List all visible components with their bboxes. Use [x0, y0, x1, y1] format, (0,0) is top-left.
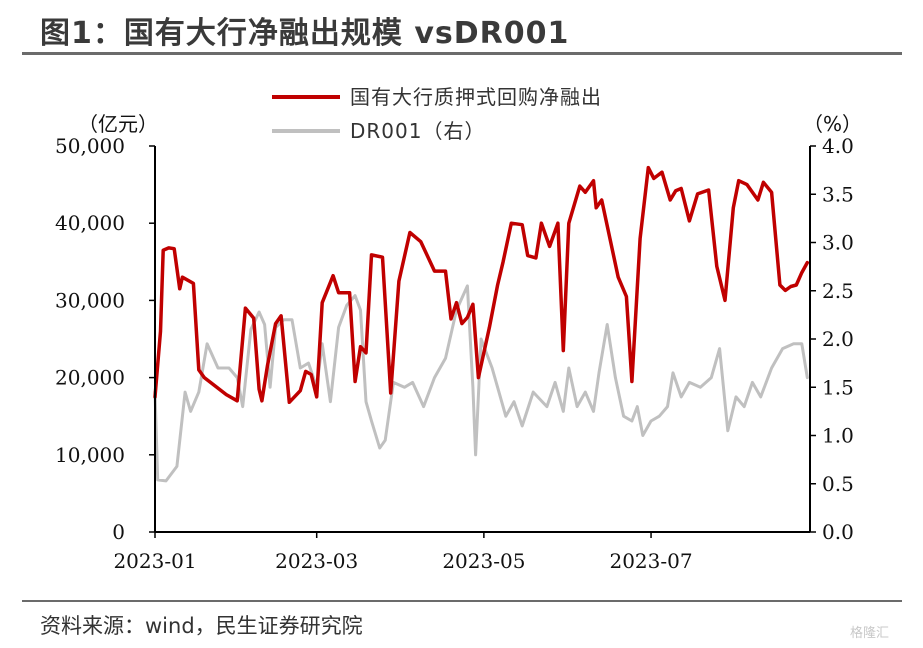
y-right-tick-label: 0.0 [822, 520, 854, 544]
x-tick-label: 2023-03 [275, 549, 358, 573]
source-divider [22, 600, 902, 602]
y-left-tick-label: 20,000 [55, 366, 125, 390]
y-right-tick-label: 2.5 [822, 279, 854, 303]
x-tick-label: 2023-07 [609, 549, 692, 573]
right-unit-label: （%） [803, 112, 862, 136]
watermark: 格隆汇 [850, 626, 890, 641]
x-tick-label: 2023-01 [113, 549, 196, 573]
series-line-net-lending [153, 165, 810, 405]
y-left-tick-label: 40,000 [55, 211, 125, 235]
y-right-tick-label: 4.0 [822, 134, 854, 158]
y-left-tick-label: 50,000 [55, 134, 125, 158]
y-right-tick-label: 1.0 [822, 424, 854, 448]
y-right-tick-label: 2.0 [822, 327, 854, 351]
y-right-tick-label: 3.0 [822, 231, 854, 255]
y-left-tick-label: 10,000 [55, 443, 125, 467]
source-note: 资料来源：wind，民生证券研究院 [40, 614, 363, 638]
y-left-tick-label: 0 [112, 520, 125, 544]
axes: 0 10,000 20,000 30,000 40,000 50,000 0.0 0.5 1.0… [55, 112, 862, 573]
legend-label: DR001（右） [350, 119, 485, 143]
x-tick-label: 2023-05 [442, 549, 525, 573]
title-divider [22, 52, 902, 55]
left-unit-label: （亿元） [78, 112, 158, 136]
series-line-dr001 [153, 284, 809, 483]
y-right-tick-label: 1.5 [822, 375, 854, 399]
plot-lines [153, 165, 810, 483]
y-right-tick-label: 0.5 [822, 472, 854, 496]
y-left-tick-label: 30,000 [55, 288, 125, 312]
y-right-tick-label: 3.5 [822, 182, 854, 206]
legend-label: 国有大行质押式回购净融出 [350, 85, 602, 109]
legend: 国有大行质押式回购净融出 DR001（右） [272, 85, 602, 143]
page-title: 图1：国有大行净融出规模 vsDR001 [40, 16, 570, 51]
chart: 0 10,000 20,000 30,000 40,000 50,000 0.0 0.5 1.0… [55, 85, 862, 573]
